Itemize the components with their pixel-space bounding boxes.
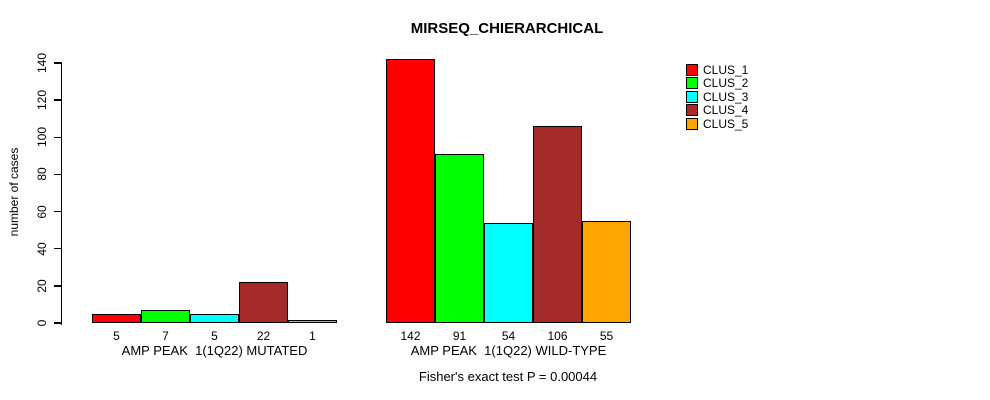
- y-tick-label: 0: [35, 319, 49, 327]
- bar-value-label: 22: [256, 329, 271, 343]
- bar-clus_2: [435, 154, 484, 323]
- x-group-label: AMP PEAK 1(1Q22) WILD-TYPE: [410, 343, 607, 358]
- bar-clus_4: [533, 126, 582, 323]
- y-tick-label: 20: [35, 279, 49, 293]
- bar-clus_3: [484, 222, 533, 323]
- y-tick-label: 120: [35, 90, 49, 111]
- legend-label: CLUS_1: [703, 63, 749, 77]
- y-tick-label: 140: [35, 52, 49, 74]
- y-tick: [54, 210, 62, 213]
- y-tick: [54, 62, 62, 64]
- y-axis-line: [60, 63, 62, 325]
- bar-clus_5: [288, 320, 337, 323]
- bar-value-label: 55: [599, 329, 614, 343]
- bar-value-label: 7: [162, 329, 169, 343]
- bar-value-label: 142: [400, 329, 421, 343]
- y-tick: [54, 285, 62, 287]
- legend-label: CLUS_4: [703, 103, 749, 118]
- bar-value-label: 1: [309, 329, 316, 343]
- legend-swatch-clus_3: [686, 90, 698, 103]
- bar-clus_5: [582, 220, 631, 323]
- legend-label: CLUS_5: [703, 116, 749, 131]
- y-tick-label: 100: [35, 127, 49, 148]
- bar-value-label: 91: [452, 329, 467, 343]
- bar-value-label: 54: [501, 329, 516, 343]
- y-tick-label: 40: [35, 242, 49, 256]
- y-tick-label: 80: [35, 167, 49, 182]
- bar-value-label: 5: [113, 329, 120, 343]
- bar-clus_1: [386, 59, 435, 323]
- chart-title: MIRSEQ_CHIERARCHICAL: [410, 20, 604, 37]
- x-group-label: AMP PEAK 1(1Q22) MUTATED: [121, 343, 308, 358]
- legend-label: CLUS_2: [703, 76, 749, 91]
- footnote: Fisher's exact test P = 0.00044: [418, 369, 598, 384]
- y-tick: [54, 99, 62, 101]
- legend-swatch-clus_4: [686, 104, 698, 117]
- y-tick-label: 60: [35, 204, 49, 219]
- legend-swatch-clus_2: [686, 77, 698, 90]
- y-tick: [54, 322, 62, 324]
- bar-value-label: 5: [211, 329, 218, 343]
- bar-clus_1: [92, 313, 141, 323]
- y-tick: [54, 136, 62, 139]
- y-tick: [54, 173, 62, 176]
- legend-swatch-clus_1: [686, 64, 698, 76]
- legend-swatch-clus_5: [686, 117, 698, 130]
- bar-clus_4: [239, 282, 288, 323]
- legend-label: CLUS_3: [703, 89, 749, 104]
- y-tick: [54, 247, 62, 250]
- bar-clus_2: [141, 310, 190, 323]
- bar-clus_3: [190, 313, 239, 323]
- y-axis-title: number of cases: [7, 147, 21, 237]
- bar-value-label: 106: [547, 329, 568, 343]
